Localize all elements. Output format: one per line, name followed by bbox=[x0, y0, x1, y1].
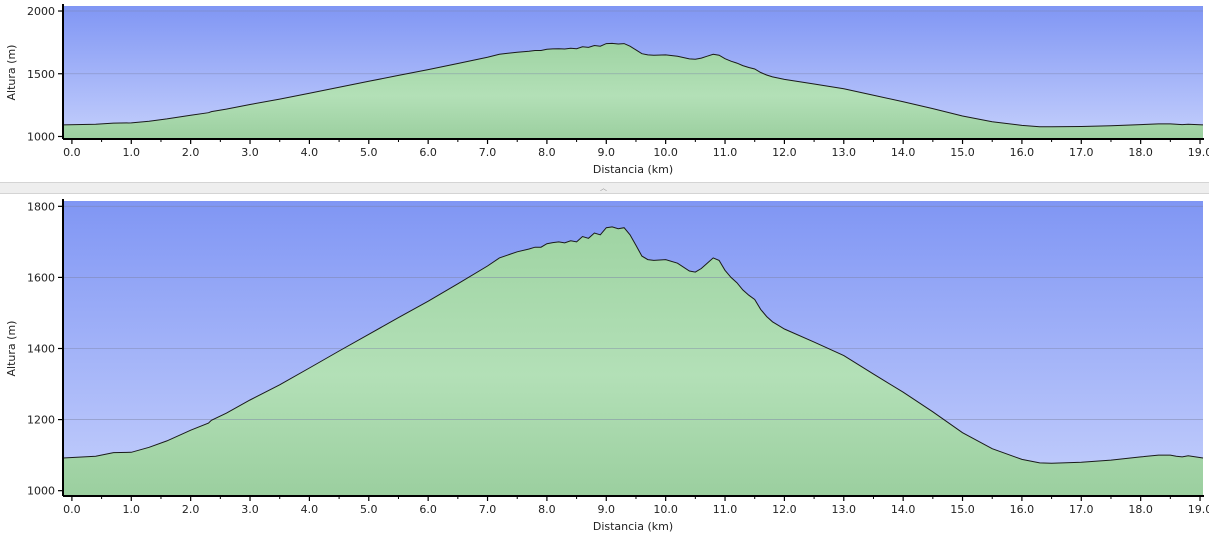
x-tick-label: 2.0 bbox=[182, 146, 200, 159]
x-tick-label: 3.0 bbox=[241, 146, 259, 159]
x-tick-label: 10.0 bbox=[653, 146, 678, 159]
x-tick-label: 0.0 bbox=[63, 503, 81, 516]
x-tick-label: 15.0 bbox=[950, 503, 975, 516]
y-tick-label: 1000 bbox=[27, 130, 55, 143]
splitter-grip-icon[interactable]: ︿ bbox=[600, 184, 607, 192]
x-tick-label: 17.0 bbox=[1069, 503, 1094, 516]
x-tick-label: 12.0 bbox=[772, 503, 797, 516]
x-tick-label: 17.0 bbox=[1069, 146, 1094, 159]
y-tick-label: 1500 bbox=[27, 68, 55, 81]
x-tick-label: 13.0 bbox=[832, 503, 857, 516]
x-tick-label: 11.0 bbox=[713, 503, 738, 516]
y-tick-label: 1800 bbox=[27, 200, 55, 213]
x-tick-label: 16.0 bbox=[1010, 503, 1035, 516]
y-axis-title: Altura (m) bbox=[5, 321, 18, 377]
elevation-line bbox=[62, 226, 1204, 464]
x-tick-label: 7.0 bbox=[479, 503, 497, 516]
x-tick-label: 6.0 bbox=[419, 503, 437, 516]
x-tick-label: 6.0 bbox=[419, 146, 437, 159]
elevation-chart-top: 0.0 1.0 2.0 3.0 4.0 5.0 6.0 7.0 8.0 9.0 10.0 11.0 12… bbox=[5, 4, 1209, 176]
x-tick-label: 13.0 bbox=[832, 146, 857, 159]
x-tick-label: 4.0 bbox=[301, 503, 319, 516]
x-tick-label: 3.0 bbox=[241, 503, 259, 516]
y-tick-label: 1000 bbox=[27, 485, 55, 498]
x-tick-label: 11.0 bbox=[713, 146, 738, 159]
x-tick-label: 1.0 bbox=[123, 146, 141, 159]
x-axis-title: Distancia (km) bbox=[593, 163, 673, 176]
x-tick-label: 10.0 bbox=[653, 503, 678, 516]
x-tick-label: 1.0 bbox=[123, 503, 141, 516]
x-tick-label: 4.0 bbox=[301, 146, 319, 159]
y-tick-label: 1200 bbox=[27, 414, 55, 427]
y-tick-label: 2000 bbox=[27, 5, 55, 18]
x-tick-label: 15.0 bbox=[950, 146, 975, 159]
x-tick-label: 0.0 bbox=[63, 146, 81, 159]
x-tick-label: 14.0 bbox=[891, 146, 916, 159]
x-tick-label: 14.0 bbox=[891, 503, 916, 516]
elevation-area bbox=[63, 226, 1203, 496]
x-tick-label: 7.0 bbox=[479, 146, 497, 159]
x-tick-label: 8.0 bbox=[538, 146, 556, 159]
x-tick-label: 9.0 bbox=[598, 146, 616, 159]
x-axis-title: Distancia (km) bbox=[593, 520, 673, 533]
x-tick-label: 12.0 bbox=[772, 146, 797, 159]
x-tick-label: 5.0 bbox=[360, 503, 378, 516]
x-tick-label: 2.0 bbox=[182, 503, 200, 516]
y-axis-title: Altura (m) bbox=[5, 45, 18, 101]
elevation-chart-bottom: 0.0 1.0 2.0 3.0 4.0 5.0 6.0 7.0 8.0 9.0 10.0 11.0 12… bbox=[5, 199, 1209, 533]
y-tick-label: 1400 bbox=[27, 343, 55, 356]
x-tick-label: 5.0 bbox=[360, 146, 378, 159]
x-tick-label: 9.0 bbox=[598, 503, 616, 516]
x-tick-label: 8.0 bbox=[538, 503, 556, 516]
y-tick-label: 1600 bbox=[27, 271, 55, 284]
x-tick-label: 18.0 bbox=[1128, 503, 1153, 516]
elevation-line bbox=[62, 42, 1204, 128]
x-tick-label: 16.0 bbox=[1010, 146, 1035, 159]
x-tick-label: 18.0 bbox=[1128, 146, 1153, 159]
panel-splitter[interactable]: ︿ bbox=[0, 182, 1209, 194]
x-tick-label: 19.0 bbox=[1188, 503, 1209, 516]
elevation-area bbox=[63, 43, 1203, 139]
x-tick-label: 19.0 bbox=[1188, 146, 1209, 159]
